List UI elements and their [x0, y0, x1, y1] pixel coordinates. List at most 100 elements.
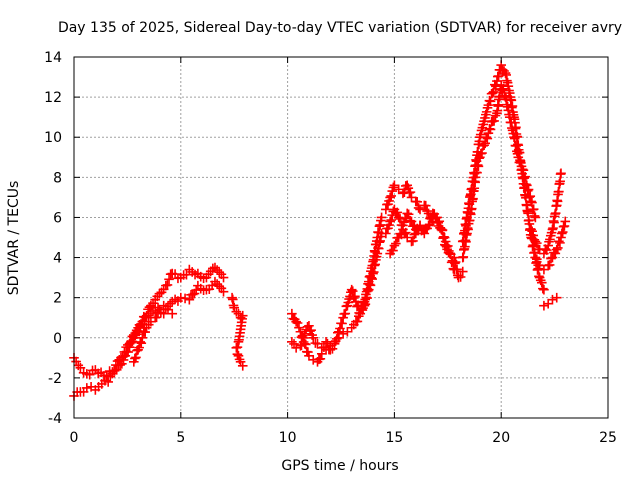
- x-tick-label: 0: [70, 430, 79, 446]
- data-point: [560, 216, 571, 227]
- data-point: [488, 87, 499, 97]
- data-point: [482, 133, 493, 144]
- data-point: [124, 338, 135, 349]
- data-point: [140, 327, 150, 337]
- data-point: [487, 88, 498, 98]
- data-point: [415, 220, 425, 231]
- data-point: [518, 165, 529, 175]
- data-point: [468, 193, 478, 204]
- x-tick-labels: 0 5 10 15 20 25: [70, 430, 617, 446]
- data-point: [515, 157, 526, 167]
- data-point: [526, 196, 536, 207]
- data-point: [367, 274, 377, 284]
- data-point: [308, 332, 319, 343]
- data-point: [489, 116, 499, 126]
- data-point: [126, 337, 136, 348]
- data-point: [327, 344, 338, 354]
- data-point: [75, 363, 86, 373]
- data-point: [497, 85, 508, 96]
- data-point: [350, 291, 360, 302]
- data-point: [387, 186, 398, 196]
- data-point: [543, 298, 553, 309]
- data-point: [438, 233, 448, 243]
- data-point: [498, 83, 509, 94]
- data-point: [352, 316, 363, 327]
- tick-marks: [73, 56, 609, 419]
- data-point: [517, 164, 528, 175]
- data-point: [445, 248, 455, 259]
- data-point: [551, 244, 562, 255]
- y-axis-label: SDTVAR / TECUs: [6, 181, 22, 296]
- x-tick-label: 15: [385, 430, 403, 446]
- x-tick-label: 20: [492, 430, 510, 446]
- data-point: [481, 107, 492, 117]
- data-point: [131, 352, 141, 363]
- data-point: [158, 300, 169, 311]
- data-point: [342, 326, 353, 337]
- y-tick-label: 12: [44, 90, 62, 106]
- data-point: [294, 322, 304, 333]
- data-point: [335, 323, 345, 334]
- data-marks: [69, 60, 571, 401]
- data-point: [559, 221, 570, 231]
- data-point: [400, 227, 411, 238]
- data-point: [355, 308, 366, 319]
- data-point: [528, 230, 539, 241]
- data-point: [475, 129, 486, 140]
- data-point: [402, 208, 413, 219]
- data-point: [360, 299, 371, 309]
- data-point: [525, 191, 536, 202]
- y-tick-label: -2: [48, 371, 62, 387]
- data-point: [233, 336, 244, 347]
- data-point: [477, 148, 487, 158]
- data-point: [429, 209, 440, 219]
- data-point: [450, 257, 461, 267]
- data-point: [532, 254, 542, 264]
- data-point: [366, 273, 377, 283]
- data-point: [392, 207, 403, 218]
- data-point: [393, 212, 404, 223]
- y-tick-label: 8: [53, 170, 62, 186]
- x-axis-label: GPS time / hours: [281, 458, 398, 474]
- data-point: [232, 349, 243, 360]
- y-tick-label: 4: [53, 251, 62, 267]
- data-point: [554, 186, 564, 197]
- data-point: [485, 124, 496, 135]
- data-point: [406, 192, 417, 203]
- data-point: [386, 191, 396, 201]
- data-point: [440, 240, 451, 251]
- data-point: [385, 216, 395, 227]
- data-point: [381, 204, 391, 215]
- data-point: [154, 304, 165, 315]
- data-point: [180, 293, 190, 304]
- data-point: [303, 347, 313, 357]
- data-point: [492, 76, 502, 86]
- data-point: [403, 209, 414, 220]
- data-point: [472, 167, 482, 178]
- data-point: [436, 224, 447, 235]
- data-point: [485, 96, 496, 107]
- data-point: [151, 312, 162, 323]
- data-point: [546, 253, 556, 264]
- data-point: [523, 184, 534, 195]
- data-point: [331, 334, 342, 344]
- data-point: [296, 340, 307, 350]
- data-point: [164, 274, 174, 285]
- data-point: [237, 361, 248, 371]
- data-point: [137, 332, 148, 343]
- y-tick-label: 0: [53, 331, 62, 347]
- chart-title: Day 135 of 2025, Sidereal Day-to-day VTE…: [58, 20, 622, 36]
- data-point: [527, 226, 537, 237]
- data-point: [550, 248, 561, 259]
- data-point: [385, 192, 395, 203]
- y-tick-label: 10: [44, 130, 62, 146]
- data-point: [405, 215, 415, 226]
- data-point: [522, 186, 533, 196]
- data-point: [457, 266, 468, 277]
- data-point: [306, 325, 316, 336]
- x-tick-label: 5: [176, 430, 185, 446]
- x-tick-label: 10: [279, 430, 297, 446]
- data-point: [530, 252, 541, 263]
- data-point: [413, 203, 424, 213]
- y-tick-label: 6: [53, 210, 62, 226]
